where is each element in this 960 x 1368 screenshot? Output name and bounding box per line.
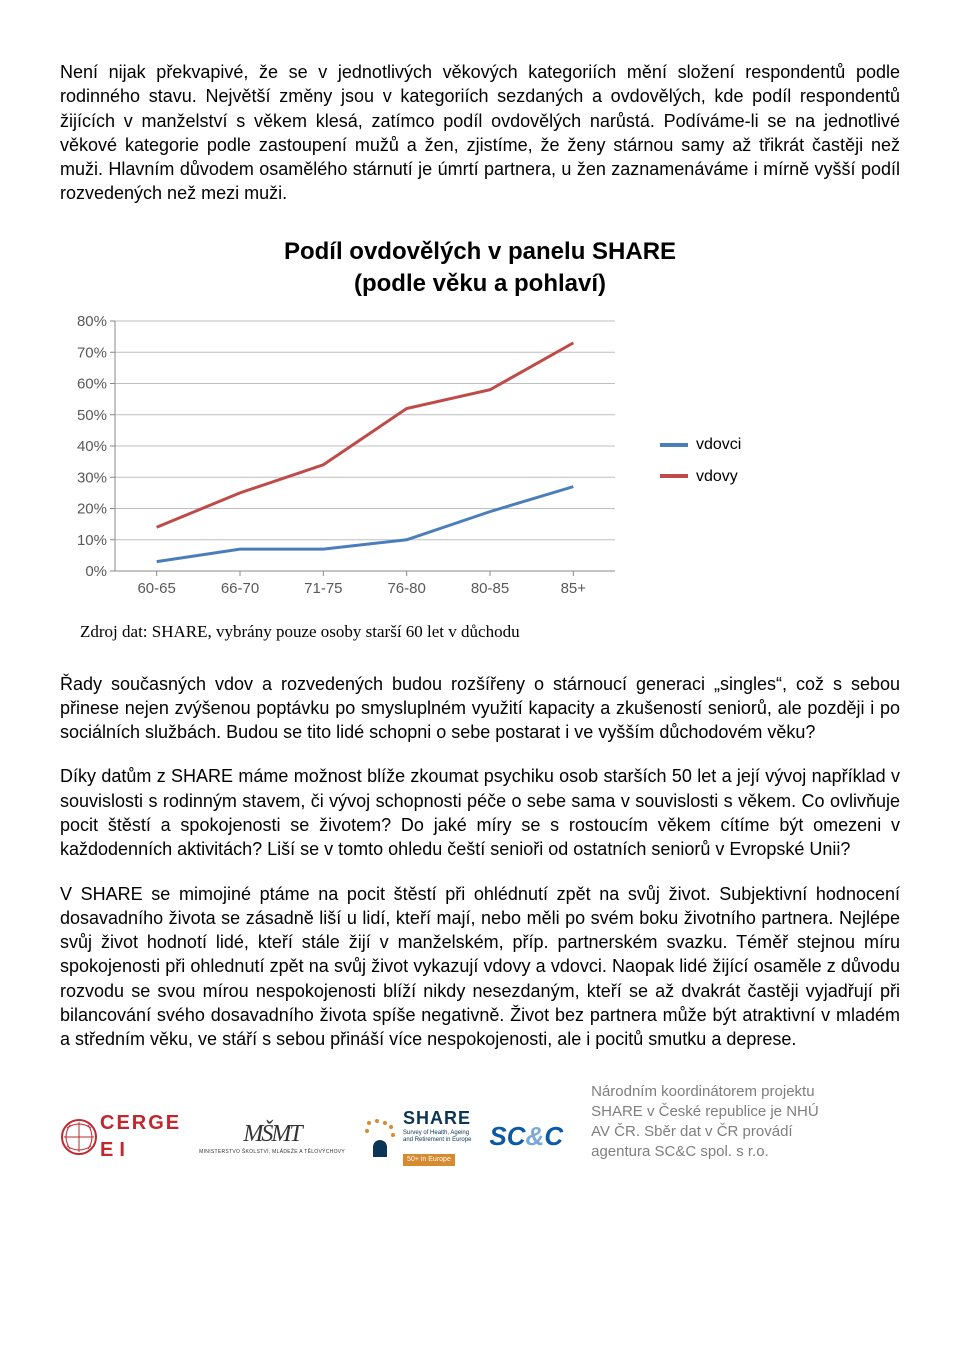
svg-text:50%: 50%	[77, 406, 107, 423]
cerge-text-1: CERGE	[100, 1110, 181, 1137]
cerge-text-2: EI	[100, 1137, 181, 1164]
svg-text:70%: 70%	[77, 344, 107, 361]
chart-title: Podíl ovdovělých v panelu SHARE (podle v…	[60, 236, 900, 301]
legend-swatch	[660, 443, 688, 447]
paragraph-2: Řady současných vdov a rozvedených budou…	[60, 672, 900, 745]
legend-item: vdovy	[660, 466, 741, 488]
svg-text:76-80: 76-80	[387, 580, 425, 597]
paragraph-3: Díky datům z SHARE máme možnost blíže zk…	[60, 764, 900, 861]
share-badge: 50+ in Europe	[403, 1154, 455, 1165]
legend-label: vdovy	[696, 466, 738, 488]
svg-text:30%: 30%	[77, 469, 107, 486]
svg-text:0%: 0%	[85, 563, 107, 580]
chart-source-note: Zdroj dat: SHARE, vybrány pouze osoby st…	[80, 621, 900, 644]
chart-container: 0% 10% 20% 30% 40% 50% 60% 70% 80% 60-65 66-70 71-7…	[60, 311, 900, 611]
svg-text:80-85: 80-85	[471, 580, 509, 597]
paragraph-4: V SHARE se mimojiné ptáme na pocit štěst…	[60, 882, 900, 1052]
scc-text: SC&C	[489, 1119, 563, 1154]
svg-text:71-75: 71-75	[304, 580, 342, 597]
svg-text:60-65: 60-65	[137, 580, 175, 597]
svg-text:40%: 40%	[77, 438, 107, 455]
footer-text: Národním koordinátorem projektu SHARE v …	[591, 1082, 900, 1163]
svg-text:20%: 20%	[77, 500, 107, 517]
share-sub2: and Retirement in Europe	[403, 1137, 471, 1144]
svg-text:66-70: 66-70	[221, 580, 259, 597]
legend-label: vdovci	[696, 434, 741, 456]
msmt-logo: MŠMT MINISTERSTVO ŠKOLSTVÍ, MLÁDEŽE A TĚ…	[199, 1111, 345, 1163]
chart-legend: vdovci vdovy	[660, 434, 741, 487]
svg-text:10%: 10%	[77, 531, 107, 548]
svg-text:85+: 85+	[561, 580, 587, 597]
msmt-top: MŠMT	[243, 1118, 300, 1150]
page-footer: CERGE EI MŠMT MINISTERSTVO ŠKOLSTVÍ, MLÁ…	[60, 1082, 900, 1163]
cerge-logo: CERGE EI	[60, 1111, 181, 1163]
share-logo: SHARE Survey of Health, Ageing and Retir…	[363, 1111, 471, 1163]
msmt-sub: MINISTERSTVO ŠKOLSTVÍ, MLÁDEŽE A TĚLOVÝC…	[199, 1150, 345, 1156]
intro-paragraph: Není nijak překvapivé, že se v jednotliv…	[60, 60, 900, 206]
legend-item: vdovci	[660, 434, 741, 456]
share-sub1: Survey of Health, Ageing	[403, 1130, 471, 1137]
scc-logo: SC&C	[489, 1111, 563, 1163]
share-name: SHARE	[403, 1106, 471, 1130]
svg-text:80%: 80%	[77, 313, 107, 330]
line-chart: 0% 10% 20% 30% 40% 50% 60% 70% 80% 60-65 66-70 71-7…	[60, 311, 640, 611]
svg-text:60%: 60%	[77, 375, 107, 392]
legend-swatch	[660, 474, 688, 478]
